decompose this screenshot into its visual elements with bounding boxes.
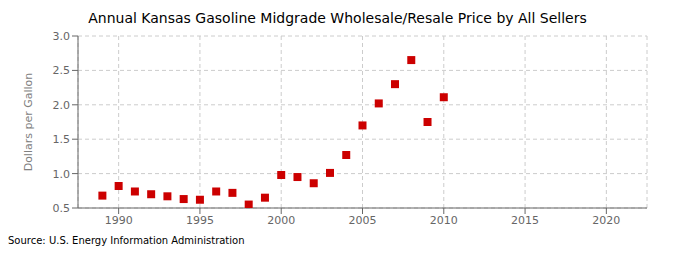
svg-text:3.0: 3.0 bbox=[53, 30, 71, 43]
svg-text:2020: 2020 bbox=[592, 214, 620, 227]
svg-text:2005: 2005 bbox=[349, 214, 377, 227]
svg-text:Dollars per Gallon: Dollars per Gallon bbox=[22, 73, 35, 172]
svg-text:1995: 1995 bbox=[186, 214, 214, 227]
svg-text:1990: 1990 bbox=[105, 214, 133, 227]
svg-text:1.5: 1.5 bbox=[53, 133, 71, 146]
svg-text:2000: 2000 bbox=[267, 214, 295, 227]
svg-text:2.5: 2.5 bbox=[53, 64, 71, 77]
svg-text:2010: 2010 bbox=[430, 214, 458, 227]
html-text:Source: U.S. Energy Informatio: Source: U.S. Energy Information Administ… bbox=[8, 235, 245, 246]
svg-text:0.5: 0.5 bbox=[53, 202, 71, 215]
svg-text:2015: 2015 bbox=[511, 214, 539, 227]
html-text:Annual Kansas Gasoline Midgrad: Annual Kansas Gasoline Midgrade Wholesal… bbox=[88, 10, 587, 26]
svg-text:2.0: 2.0 bbox=[53, 99, 71, 112]
svg-text:1.0: 1.0 bbox=[53, 168, 71, 181]
